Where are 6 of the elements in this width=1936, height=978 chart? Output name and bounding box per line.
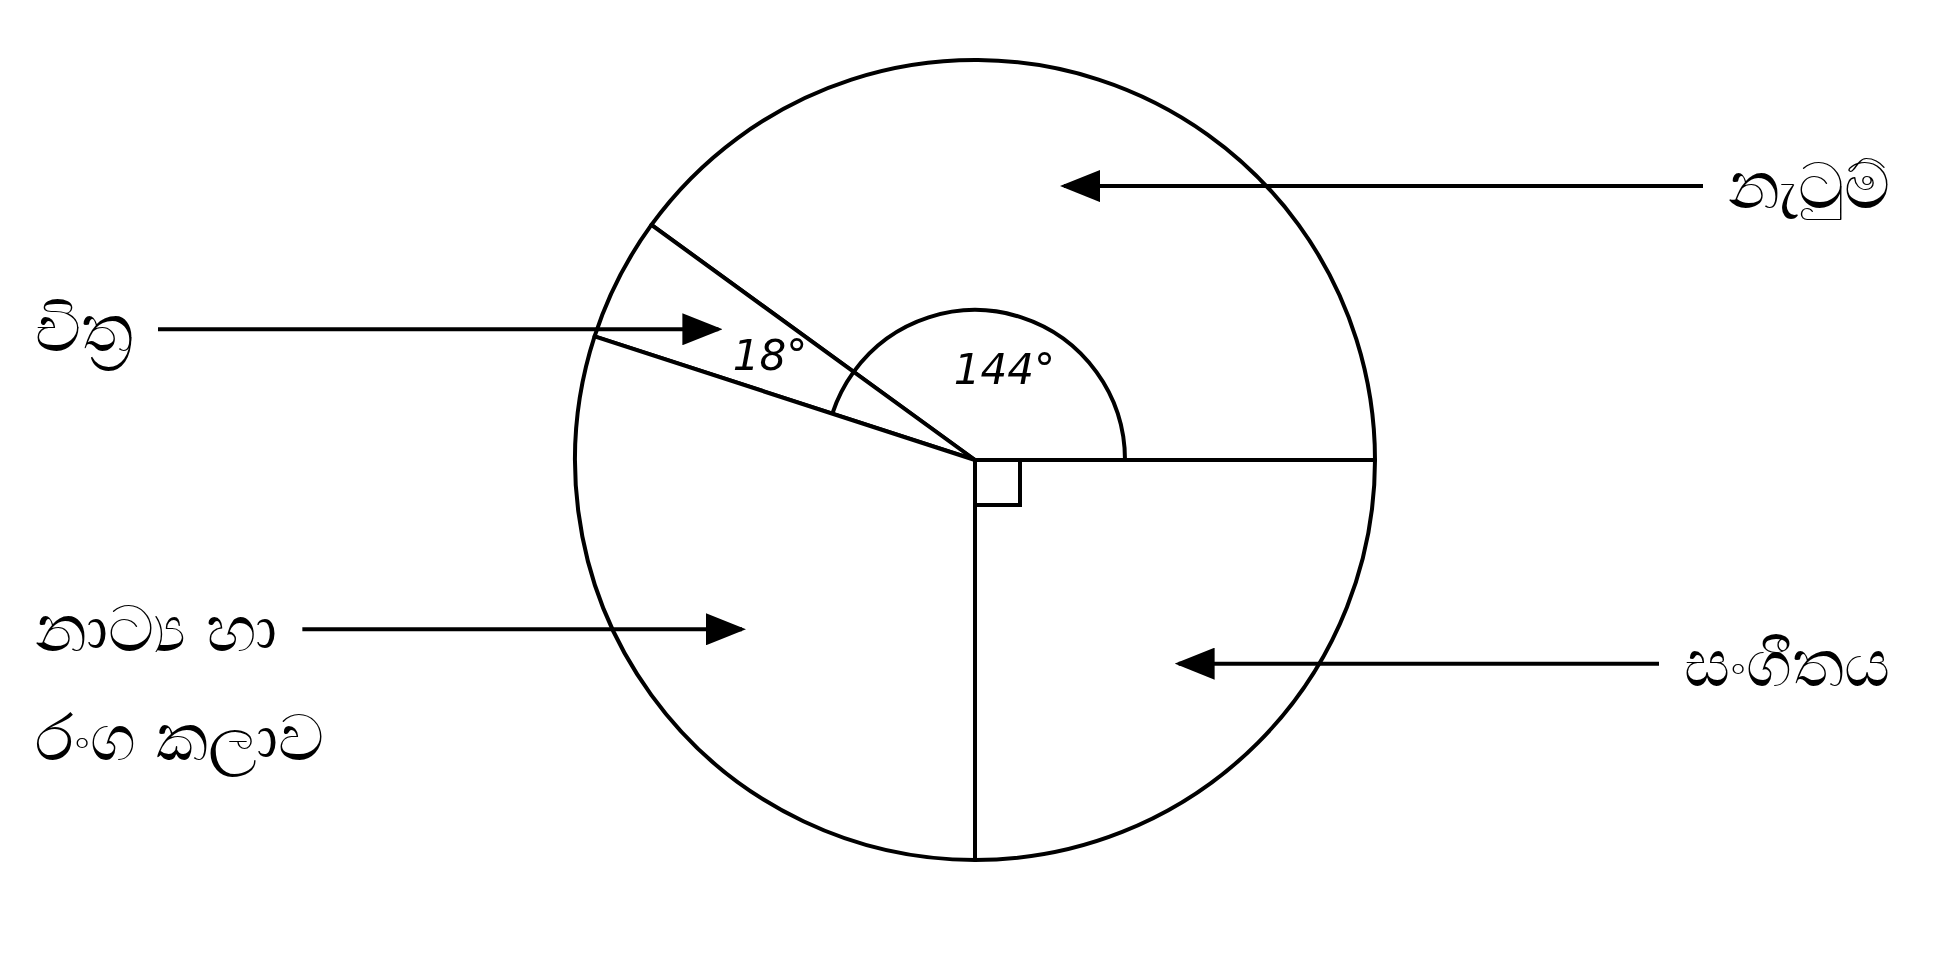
slice-label: නාට්‍ය හා රංග කලාව xyxy=(35,592,325,778)
slice-label: සංගීතය xyxy=(1684,626,1890,701)
data-label: 144° xyxy=(953,344,1055,394)
slice-label: නැටුම් xyxy=(1728,149,1890,224)
data-label: 18° xyxy=(732,330,808,380)
slice-label: චිත්‍ර xyxy=(35,292,133,372)
